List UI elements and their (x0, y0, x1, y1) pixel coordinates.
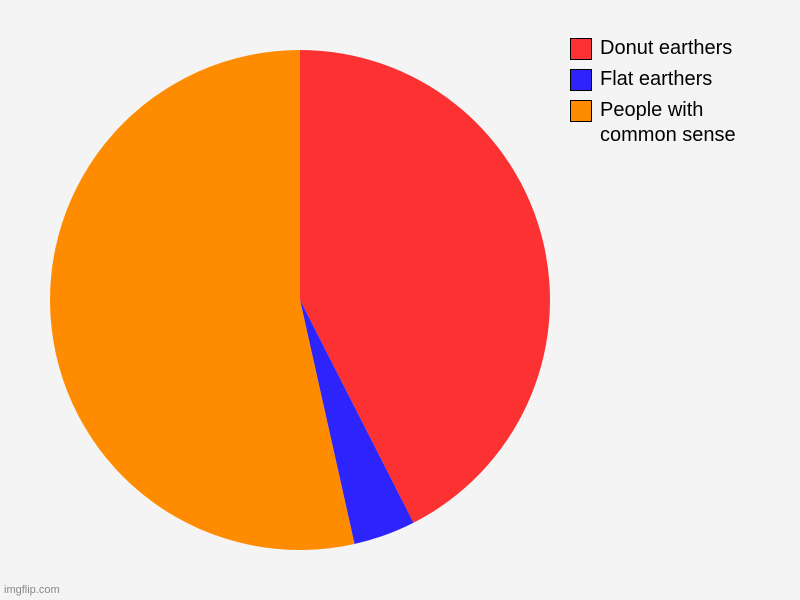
legend-item: Flat earthers (570, 67, 780, 92)
legend-label: Flat earthers (600, 67, 712, 92)
pie-chart (40, 40, 560, 560)
legend-label: Donut earthers (600, 36, 732, 61)
legend-item: People with common sense (570, 98, 780, 148)
legend: Donut earthers Flat earthers People with… (570, 36, 780, 154)
legend-label: People with common sense (600, 98, 780, 148)
watermark: imgflip.com (4, 584, 60, 596)
legend-item: Donut earthers (570, 36, 780, 61)
chart-container: Donut earthers Flat earthers People with… (0, 0, 800, 600)
legend-swatch-donut-earthers (570, 38, 592, 60)
legend-swatch-flat-earthers (570, 69, 592, 91)
legend-swatch-common-sense (570, 100, 592, 122)
